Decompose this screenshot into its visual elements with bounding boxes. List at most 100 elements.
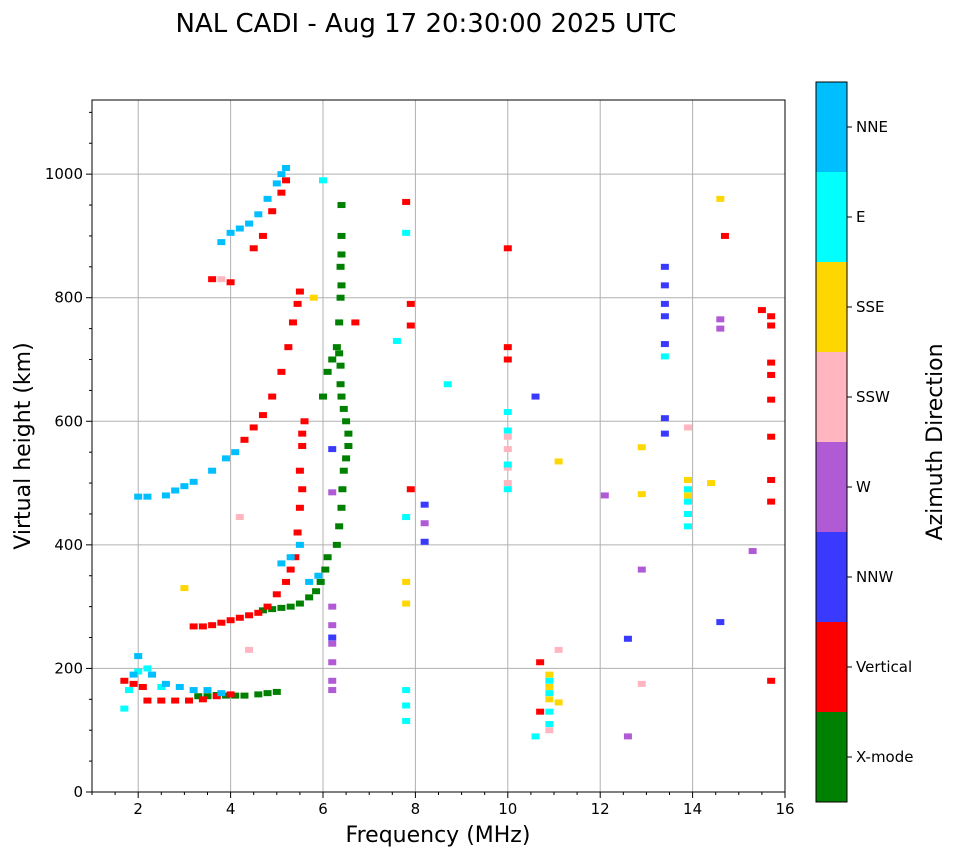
data-point-vertical [249, 245, 258, 252]
data-point-e [392, 337, 401, 344]
data-point-e [124, 687, 133, 694]
colorbar-label-nne: NNE [856, 118, 888, 136]
data-point-vertical [258, 412, 267, 419]
data-point-vertical [286, 566, 295, 573]
data-point-x-mode [337, 202, 346, 209]
data-point-sse [554, 699, 563, 706]
data-point-nne [254, 211, 263, 218]
data-point-sse [683, 476, 692, 483]
data-point-x-mode [268, 606, 277, 613]
data-point-nne [277, 171, 286, 178]
data-point-vertical [288, 319, 297, 326]
data-point-vertical [767, 359, 776, 366]
data-point-vertical [298, 430, 307, 437]
data-point-nnw [716, 619, 725, 626]
data-point-x-mode [337, 393, 346, 400]
x-tick-label: 10 [498, 800, 517, 818]
data-point-vertical [295, 288, 304, 295]
colorbar-label-nnw: NNW [856, 568, 893, 586]
data-point-e [503, 427, 512, 434]
data-point-nne [161, 680, 170, 687]
data-point-x-mode [336, 294, 345, 301]
data-point-e [402, 717, 411, 724]
data-point-vertical [293, 300, 302, 307]
data-point-nne [277, 560, 286, 567]
data-point-vertical [767, 313, 776, 320]
data-point-sse [402, 578, 411, 585]
data-point-x-mode [295, 600, 304, 607]
data-point-nne [272, 180, 281, 187]
data-point-nne [231, 449, 240, 456]
data-point-vertical [212, 693, 221, 700]
data-point-x-mode [336, 381, 345, 388]
colorbar-label-vertical: Vertical [856, 658, 912, 676]
data-point-sse [683, 492, 692, 499]
data-point-e [683, 498, 692, 505]
colorbar-swatch-x-mode [816, 712, 847, 802]
data-point-e [503, 486, 512, 493]
data-point-vertical [263, 603, 272, 610]
data-point-x-mode [336, 362, 345, 369]
data-point-vertical [268, 208, 277, 215]
data-point-x-mode [221, 692, 230, 699]
data-point-nne [286, 554, 295, 561]
x-tick-label: 8 [411, 800, 421, 818]
data-point-nne [143, 493, 152, 500]
data-point-w [748, 548, 757, 555]
colorbar-swatch-nnw [816, 532, 847, 622]
data-point-e [134, 668, 143, 675]
data-point-x-mode [286, 603, 295, 610]
grid-lines [92, 100, 786, 792]
data-point-vertical [240, 436, 249, 443]
data-point-nne [208, 467, 217, 474]
data-point-nne [180, 483, 189, 490]
data-point-ssw [245, 646, 254, 653]
colorbar-swatch-e [816, 172, 847, 262]
data-point-nne [175, 683, 184, 690]
data-point-x-mode [342, 455, 351, 462]
data-point-x-mode [335, 319, 344, 326]
data-point-vertical [171, 697, 180, 704]
data-point-x-mode [344, 430, 353, 437]
colorbar-label: Azimuth Direction [923, 343, 948, 540]
data-point-x-mode [203, 693, 212, 700]
data-point-vertical [757, 307, 766, 314]
data-point-ssw [503, 464, 512, 471]
data-point-sse [402, 600, 411, 607]
data-point-nnw [420, 538, 429, 545]
data-point-x-mode [231, 692, 240, 699]
data-point-vertical [129, 680, 138, 687]
data-point-vertical [208, 622, 217, 629]
data-point-vertical [284, 344, 293, 351]
data-point-e [545, 690, 554, 697]
colorbar-swatch-vertical [816, 622, 847, 712]
y-axis-ticks: 0 200 400 600 800 1000 [45, 111, 92, 801]
data-point-x-mode [335, 350, 344, 357]
data-point-nne [129, 671, 138, 678]
data-point-vertical [189, 623, 198, 630]
data-point-ssw [503, 433, 512, 440]
data-point-vertical [226, 691, 235, 698]
data-point-x-mode [240, 692, 249, 699]
data-point-x-mode [194, 693, 203, 700]
data-point-e [545, 708, 554, 715]
data-point-w [328, 677, 337, 684]
x-axis-ticks: 2 4 6 8 10 12 14 16 [91, 792, 795, 818]
data-point-nne [295, 541, 304, 548]
colorbar: X-mode Vertical NNW W SSW SSE E NNE [815, 81, 913, 803]
data-point-sse [716, 195, 725, 202]
data-point-sse [707, 480, 716, 487]
data-point-ssw [683, 424, 692, 431]
colorbar-label-e: E [856, 208, 865, 226]
data-point-e [683, 486, 692, 493]
data-point-vertical [272, 591, 281, 598]
data-point-ssw [503, 446, 512, 453]
data-point-vertical [198, 623, 207, 630]
data-point-ssw [503, 480, 512, 487]
data-point-x-mode [337, 251, 346, 258]
data-point-w [328, 640, 337, 647]
colorbar-swatch-w [816, 442, 847, 532]
data-point-w [716, 316, 725, 323]
data-point-w [637, 566, 646, 573]
data-point-vertical [295, 504, 304, 511]
